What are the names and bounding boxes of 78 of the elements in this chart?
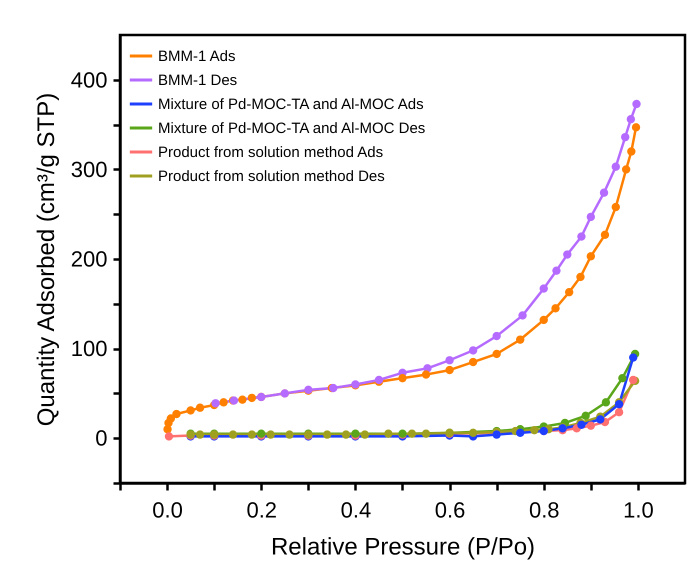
point xyxy=(622,165,630,174)
y-axis-title: Quantity Adsorbed (cm³/g STP) xyxy=(32,92,60,426)
point xyxy=(196,404,204,412)
point xyxy=(516,428,524,437)
point xyxy=(581,412,590,420)
point xyxy=(408,430,416,438)
point xyxy=(172,410,181,418)
point xyxy=(576,272,585,282)
point xyxy=(422,370,430,379)
point xyxy=(492,350,501,358)
point xyxy=(602,398,610,407)
point xyxy=(612,202,620,212)
point xyxy=(322,430,332,439)
point xyxy=(563,250,572,259)
point xyxy=(577,232,586,241)
point xyxy=(596,415,604,424)
point xyxy=(586,212,596,222)
point xyxy=(342,430,350,439)
point xyxy=(492,332,501,340)
legend-label: Product from solution method Ads xyxy=(158,144,384,161)
x-tick-label: 0.4 xyxy=(340,498,372,522)
point xyxy=(621,132,630,142)
point xyxy=(164,432,174,441)
point xyxy=(285,430,294,439)
x-tick-label: 0.0 xyxy=(152,498,183,522)
point xyxy=(166,414,176,423)
point xyxy=(518,311,527,320)
point xyxy=(516,335,524,344)
point xyxy=(422,430,430,438)
point xyxy=(360,430,370,439)
point xyxy=(468,346,478,355)
point xyxy=(552,266,561,275)
legend-label: Product from solution method Des xyxy=(158,168,385,185)
x-axis-title: Relative Pressure (P/Po) xyxy=(270,534,536,560)
x-tick-label: 0.2 xyxy=(246,498,278,522)
point xyxy=(266,430,275,439)
point xyxy=(551,304,560,312)
y-tick-label: 200 xyxy=(70,246,108,272)
point xyxy=(445,366,454,374)
point xyxy=(626,115,636,124)
point xyxy=(632,123,640,132)
legend-label: Mixture of Pd-MOC-TA and Al-MOC Des xyxy=(158,120,426,137)
point xyxy=(600,188,608,197)
point xyxy=(384,430,393,438)
point xyxy=(614,408,624,416)
point xyxy=(219,398,228,407)
y-tick-label: 100 xyxy=(70,336,108,362)
point xyxy=(540,316,548,324)
point xyxy=(445,356,454,364)
point xyxy=(612,162,620,171)
point xyxy=(468,358,478,366)
point xyxy=(248,394,256,402)
legend-label: BMM-1 Ads xyxy=(158,48,236,65)
point xyxy=(228,430,238,439)
point xyxy=(600,230,610,239)
x-tick-label: 0.6 xyxy=(434,498,466,522)
y-tick-label: 0 xyxy=(95,426,108,451)
legend-label: Mixture of Pd-MOC-TA and Al-MOC Ads xyxy=(158,96,424,113)
point xyxy=(248,430,256,439)
legend-label: BMM-1 Des xyxy=(158,72,238,89)
x-tick-label: 1.0 xyxy=(623,498,654,522)
point xyxy=(632,100,641,108)
point xyxy=(540,284,548,293)
y-tick-label: 300 xyxy=(70,156,108,182)
point xyxy=(468,428,478,437)
point xyxy=(618,374,627,382)
point xyxy=(564,288,574,296)
point xyxy=(629,353,638,362)
y-tick-label: 400 xyxy=(70,67,108,92)
point xyxy=(530,426,539,434)
point xyxy=(586,421,596,430)
point xyxy=(586,252,596,260)
point xyxy=(186,406,195,415)
point xyxy=(398,374,407,382)
point xyxy=(627,147,636,156)
point xyxy=(238,395,247,404)
point xyxy=(196,430,204,439)
x-tick-label: 0.8 xyxy=(528,498,560,522)
